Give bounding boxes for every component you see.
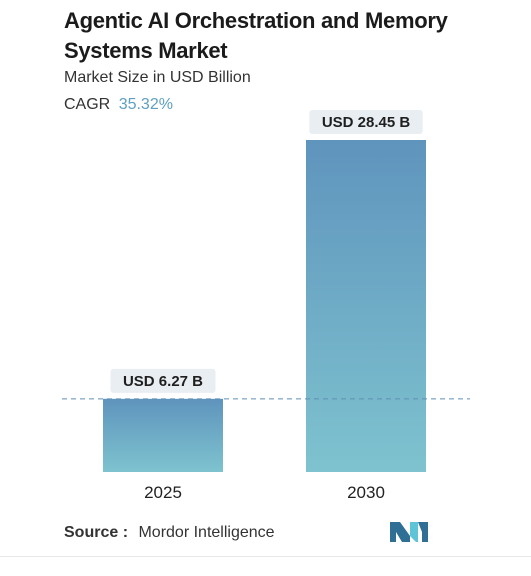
bar-2030 — [306, 140, 426, 472]
bottom-divider — [0, 556, 531, 557]
source-label: Source : — [64, 524, 129, 541]
chart-subtitle: Market Size in USD Billion — [64, 69, 251, 86]
x-tick-label-2030: 2030 — [347, 483, 385, 502]
bars-layer: USD 6.27 B 2025 USD 28.45 B 2030 — [62, 110, 470, 502]
data-label-2025: USD 6.27 B — [123, 373, 203, 390]
data-label-2030: USD 28.45 B — [322, 114, 411, 131]
data-label-box-2025 — [110, 368, 216, 393]
cagr-line: CAGR 35.32% — [64, 96, 173, 114]
bar-2025 — [103, 398, 223, 472]
cagr-value: 35.32% — [118, 96, 173, 113]
cagr-label: CAGR — [64, 96, 111, 113]
chart-title: Agentic AI Orchestration and Memory Syst… — [64, 8, 448, 63]
x-tick-label-2025: 2025 — [144, 483, 182, 502]
mordor-intelligence-logo-icon — [390, 522, 428, 542]
source-value: Mordor Intelligence — [138, 524, 275, 541]
data-label-box-2030 — [309, 110, 423, 134]
source-line: Source : Mordor Intelligence — [64, 524, 275, 542]
